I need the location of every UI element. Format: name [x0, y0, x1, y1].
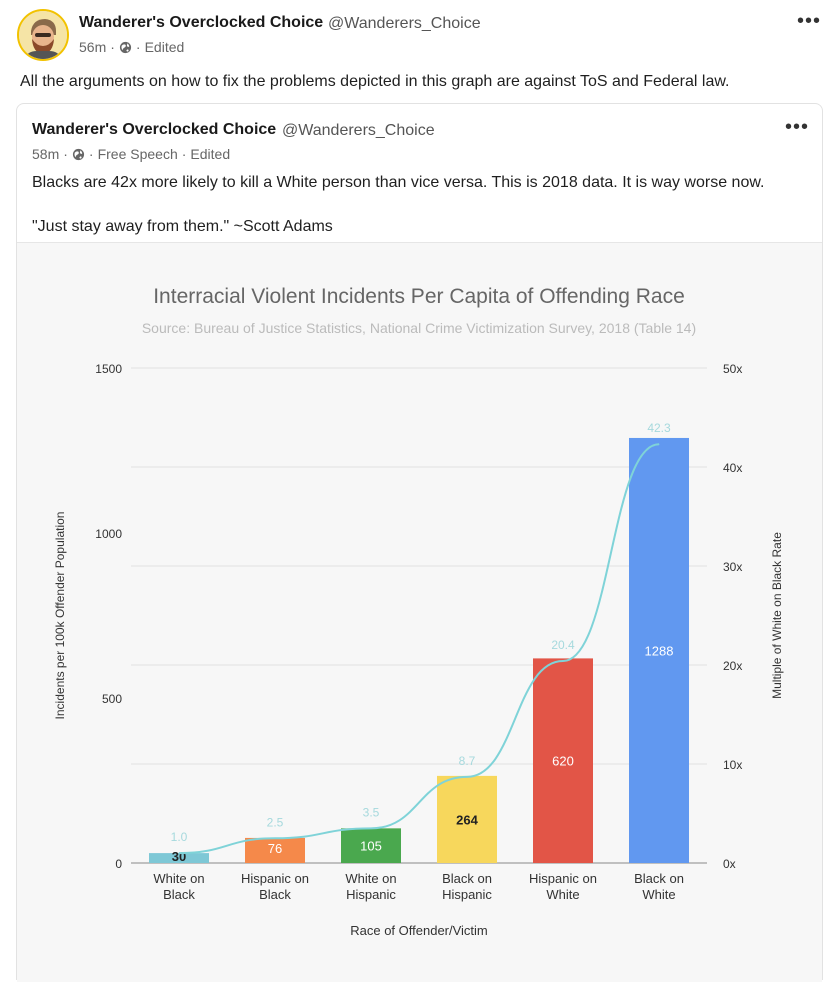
timestamp[interactable]: 56m: [79, 39, 107, 55]
y-tick-label: 1000: [95, 527, 122, 541]
y2-tick-label: 40x: [723, 461, 742, 475]
quoted-author-handle[interactable]: @Wanderers_Choice: [282, 122, 435, 139]
multiple-point: [466, 776, 468, 778]
separator: ·: [181, 146, 187, 162]
multiple-point: [274, 837, 276, 839]
bar-value-label: 264: [456, 812, 478, 827]
chart-image[interactable]: Interracial Violent Incidents Per Capita…: [17, 242, 822, 982]
y2-tick-label: 50x: [723, 362, 742, 376]
quoted-more-options-button[interactable]: •••: [785, 116, 810, 138]
x-tick-label: Black: [163, 887, 195, 902]
multiple-point: [370, 827, 372, 829]
separator: ·: [88, 146, 94, 162]
quoted-text: Blacks are 42x more likely to kill a Whi…: [32, 174, 765, 191]
bar-value-label: 30: [172, 849, 186, 864]
author-name[interactable]: Wanderer's Overclocked Choice: [79, 14, 324, 31]
y2-tick-label: 30x: [723, 560, 742, 574]
x-tick-label: Hispanic: [442, 887, 492, 902]
bar-value-label: 1288: [645, 643, 674, 658]
chart-title: Interracial Violent Incidents Per Capita…: [153, 285, 685, 308]
quoted-post[interactable]: Wanderer's Overclocked Choice @Wanderers…: [16, 103, 823, 982]
bar-value-label: 105: [360, 839, 382, 854]
multiple-label: 20.4: [551, 638, 575, 652]
bar: [149, 853, 209, 863]
y2-tick-label: 10x: [723, 758, 742, 772]
category-label[interactable]: Free Speech: [97, 146, 178, 162]
multiple-point: [178, 852, 180, 854]
separator: ·: [110, 39, 115, 55]
quoted-timestamp[interactable]: 58m: [32, 146, 60, 162]
author-handle[interactable]: @Wanderers_Choice: [328, 15, 481, 32]
post-meta: 56m · · Edited: [79, 39, 184, 55]
bar: [533, 658, 593, 863]
multiple-point: [658, 443, 660, 445]
quoted-post-meta: 58m · · Free Speech · Edited: [32, 146, 230, 162]
y-tick-label: 500: [102, 692, 122, 706]
quoted-author-name[interactable]: Wanderer's Overclocked Choice: [32, 121, 277, 138]
bar: [245, 837, 305, 863]
x-tick-label: Hispanic on: [529, 871, 597, 886]
multiple-label: 42.3: [647, 421, 671, 435]
bar: [437, 775, 497, 863]
multiple-label: 8.7: [459, 754, 476, 768]
y2-tick-label: 20x: [723, 659, 742, 673]
x-tick-label: White: [546, 887, 579, 902]
x-tick-label: Hispanic: [346, 887, 396, 902]
globe-icon: [119, 41, 131, 53]
x-tick-label: White on: [153, 871, 204, 886]
multiple-label: 2.5: [267, 815, 284, 829]
x-tick-label: White: [642, 887, 675, 902]
bar: [341, 828, 401, 863]
multiple-label: 3.5: [363, 805, 380, 819]
separator: ·: [63, 146, 68, 162]
edited-label: Edited: [190, 146, 231, 162]
quoted-quote-text: "Just stay away from them." ~Scott Adams: [32, 218, 333, 235]
y-tick-label: 0: [115, 857, 122, 871]
more-options-button[interactable]: •••: [797, 10, 822, 32]
avatar[interactable]: [17, 9, 69, 61]
edited-label: Edited: [144, 39, 185, 55]
bar: [629, 437, 689, 863]
x-axis-label: Race of Offender/Victim: [350, 923, 488, 938]
y-axis-label: Incidents per 100k Offender Population: [53, 512, 67, 720]
bar-chart: Interracial Violent Incidents Per Capita…: [53, 285, 784, 938]
bar-value-label: 620: [552, 754, 574, 769]
x-tick-label: Black on: [442, 871, 492, 886]
x-tick-label: Hispanic on: [241, 871, 309, 886]
multiple-label: 1.0: [171, 830, 188, 844]
avatar-image: [19, 11, 67, 59]
x-tick-label: Black: [259, 887, 291, 902]
post-text: All the arguments on how to fix the prob…: [20, 73, 730, 90]
multiple-point: [562, 660, 564, 662]
y2-tick-label: 0x: [723, 857, 736, 871]
globe-icon: [72, 148, 84, 160]
separator: ·: [135, 39, 141, 55]
x-tick-label: Black on: [634, 871, 684, 886]
bar-value-label: 76: [268, 841, 282, 856]
chart-subtitle: Source: Bureau of Justice Statistics, Na…: [142, 320, 696, 336]
y-tick-label: 1500: [95, 362, 122, 376]
x-tick-label: White on: [345, 871, 396, 886]
y2-axis-label: Multiple of White on Black Rate: [770, 532, 784, 699]
